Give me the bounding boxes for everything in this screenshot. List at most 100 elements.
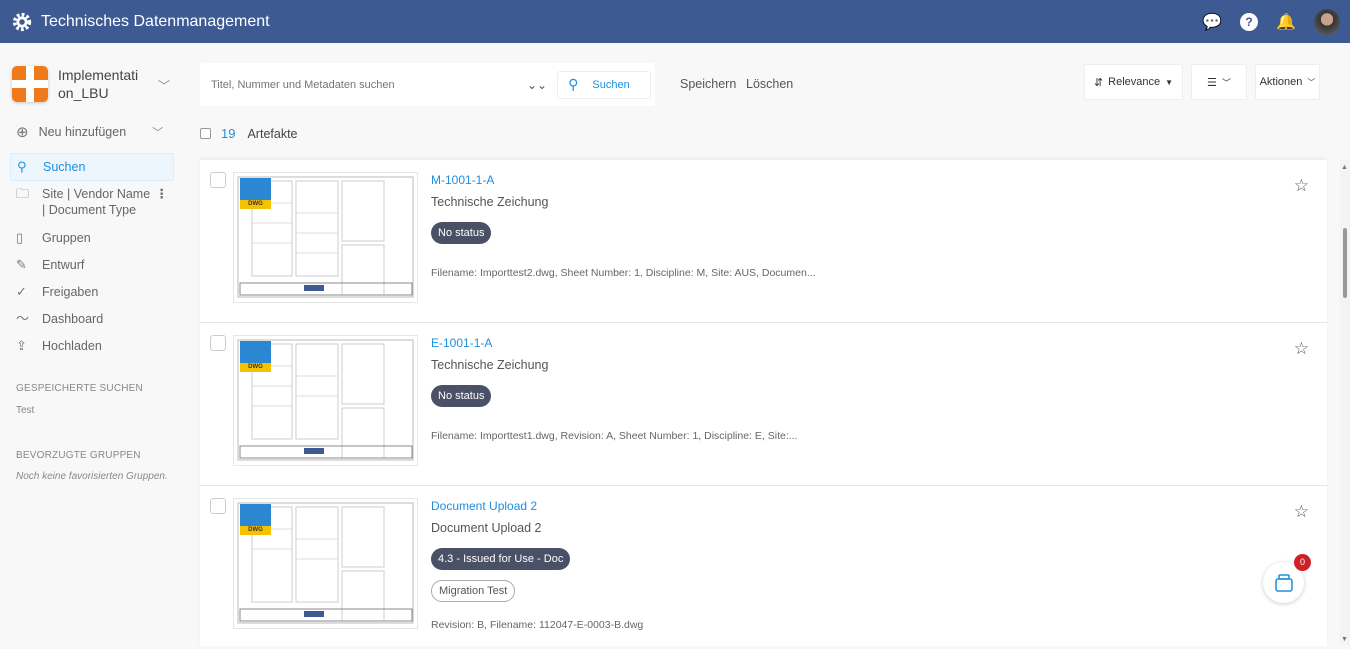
result-count-number: 19: [221, 126, 236, 141]
sidebar-item-entwurf[interactable]: ✎ Entwurf: [10, 252, 174, 279]
status-badge: No status: [431, 385, 492, 407]
results-list: DWG M-1001-1-A Technische Zeichung No st…: [200, 160, 1327, 646]
item-checkbox[interactable]: [210, 335, 226, 351]
item-title-link[interactable]: Document Upload 2: [431, 499, 538, 513]
list-icon: ☰: [1207, 76, 1217, 89]
label: Gruppen: [42, 231, 91, 245]
scroll-down-icon[interactable]: ▼: [1341, 636, 1348, 643]
thumbnail[interactable]: DWG: [233, 498, 418, 629]
sort-icon: ⇵: [1093, 76, 1104, 89]
save-search-button[interactable]: Speichern: [680, 77, 737, 91]
view-mode-dropdown[interactable]: ☰ ﹀: [1191, 64, 1247, 100]
search-icon: ⚲: [17, 159, 27, 174]
fav-groups-empty: Noch keine favorisierten Gruppen.: [16, 471, 168, 482]
gear-logo-icon: [12, 12, 32, 31]
app-title: Technisches Datenmanagement: [41, 12, 270, 30]
result-count-label: Artefakte: [247, 126, 298, 141]
sidebar-item-suchen[interactable]: ⚲ Suchen: [10, 153, 174, 181]
drawing-preview: [237, 339, 414, 461]
thumbnail[interactable]: DWG: [233, 335, 418, 466]
dwg-file-icon: DWG: [240, 504, 271, 535]
search-input[interactable]: [211, 78, 521, 91]
upload-icon: ⇪: [16, 338, 27, 353]
sidebar: Implementation_LBU ﹀ ⊕ Neu hinzufügen ﹀ …: [0, 43, 190, 646]
help-icon[interactable]: ?: [1240, 12, 1259, 31]
scrollbar[interactable]: ▲ ▼: [1340, 160, 1350, 646]
item-checkbox[interactable]: [210, 498, 226, 514]
chevron-down-icon: ﹀: [1307, 77, 1316, 87]
plus-circle-icon: ⊕: [16, 124, 29, 141]
chart-line-icon: 〜: [16, 311, 30, 326]
dwg-file-icon: DWG: [240, 341, 271, 372]
book-icon: ▯: [16, 230, 24, 245]
new-add-label: Neu hinzufügen: [38, 125, 127, 139]
item-title-link[interactable]: E-1001-1-A: [431, 336, 493, 350]
workspace-selector[interactable]: Implementation_LBU: [12, 66, 142, 102]
item-metadata: Filename: Importtest2.dwg, Sheet Number:…: [431, 267, 816, 279]
bell-icon[interactable]: 🔔: [1276, 13, 1296, 31]
chevron-down-icon: ﹀: [1221, 77, 1231, 88]
label: Entwurf: [42, 258, 85, 272]
sidebar-nav: ⚲ Suchen 🗀 Site | Vendor Name | Document T…: [10, 153, 174, 360]
label: Site | Vendor Name | Document Type: [42, 187, 151, 217]
top-bar: Technisches Datenmanagement 💬 ? 🔔: [0, 0, 1350, 43]
fav-groups-heading: BEVORZUGTE GRUPPEN: [16, 450, 141, 461]
check-icon: ✓: [16, 284, 27, 299]
search-button-label: Suchen: [592, 78, 630, 91]
star-icon[interactable]: ☆: [1293, 176, 1309, 195]
chevron-down-icon[interactable]: ﹀: [158, 79, 171, 93]
label: Dashboard: [42, 312, 104, 326]
search-button[interactable]: ⚲ Suchen: [557, 70, 652, 99]
item-metadata: Revision: B, Filename: 112047-E-0003-B.d…: [431, 619, 644, 631]
label: Hochladen: [42, 339, 102, 353]
chat-icon[interactable]: 💬: [1202, 13, 1223, 31]
list-item[interactable]: DWG Document Upload 2 Document Upload 2 …: [200, 486, 1327, 649]
clear-search-button[interactable]: Löschen: [746, 77, 794, 91]
sidebar-item-gruppen[interactable]: ▯ Gruppen: [10, 225, 174, 252]
workspace-logo: [12, 66, 48, 102]
dwg-file-icon: DWG: [240, 178, 271, 209]
actions-dropdown[interactable]: Aktionen ﹀: [1255, 64, 1320, 100]
select-all-checkbox[interactable]: [200, 128, 211, 139]
item-metadata: Filename: Importtest1.dwg, Revision: A, …: [431, 430, 798, 442]
item-type: Document Upload 2: [431, 521, 542, 535]
actions-label: Aktionen: [1259, 76, 1303, 88]
item-checkbox[interactable]: [210, 172, 226, 188]
search-icon: ⚲: [568, 76, 579, 92]
star-icon[interactable]: ☆: [1293, 502, 1309, 521]
tag-badge[interactable]: Migration Test: [431, 580, 516, 602]
sidebar-item-freigaben[interactable]: ✓ Freigaben: [10, 279, 174, 306]
label: Suchen: [43, 160, 86, 174]
label: Freigaben: [42, 285, 99, 299]
caret-down-icon: ▼: [1165, 77, 1174, 87]
list-item[interactable]: DWG E-1001-1-A Technische Zeichung No st…: [200, 323, 1327, 486]
status-badge: No status: [431, 222, 492, 244]
sort-label: Relevance: [1108, 76, 1161, 88]
scrollbar-thumb[interactable]: [1343, 228, 1347, 298]
expand-filters-icon[interactable]: ⌄⌄: [527, 77, 548, 92]
sidebar-item-site-vendor[interactable]: 🗀 Site | Vendor Name | Document Type ⋮: [10, 181, 174, 225]
saved-searches-heading: GESPEICHERTE SUCHEN: [16, 383, 143, 394]
item-title-link[interactable]: M-1001-1-A: [431, 173, 495, 187]
pencil-icon: ✎: [16, 257, 27, 272]
status-badge: 4.3 - Issued for Use - Doc: [431, 548, 571, 570]
item-type: Technische Zeichung: [431, 195, 549, 209]
thumbnail[interactable]: DWG: [233, 172, 418, 303]
scroll-up-icon[interactable]: ▲: [1341, 164, 1348, 171]
sort-dropdown[interactable]: ⇵ Relevance ▼: [1084, 64, 1183, 100]
results-count: 19 Artefakte: [200, 126, 298, 141]
list-item[interactable]: DWG M-1001-1-A Technische Zeichung No st…: [200, 160, 1327, 323]
new-add-button[interactable]: ⊕ Neu hinzufügen ﹀: [16, 123, 163, 141]
sidebar-item-dashboard[interactable]: 〜 Dashboard: [10, 306, 174, 333]
folder-icon: 🗀: [16, 186, 30, 201]
star-icon[interactable]: ☆: [1293, 339, 1309, 358]
chevron-down-icon: ﹀: [152, 127, 164, 139]
more-icon[interactable]: ⋮: [155, 187, 169, 201]
workspace-name: Implementation_LBU: [58, 67, 139, 101]
avatar[interactable]: [1314, 8, 1340, 35]
cart-count-badge: 0: [1294, 554, 1311, 571]
sidebar-item-hochladen[interactable]: ⇪ Hochladen: [10, 333, 174, 360]
saved-search-item[interactable]: Test: [16, 405, 35, 416]
drawing-preview: [237, 502, 414, 624]
drawing-preview: [237, 176, 414, 298]
